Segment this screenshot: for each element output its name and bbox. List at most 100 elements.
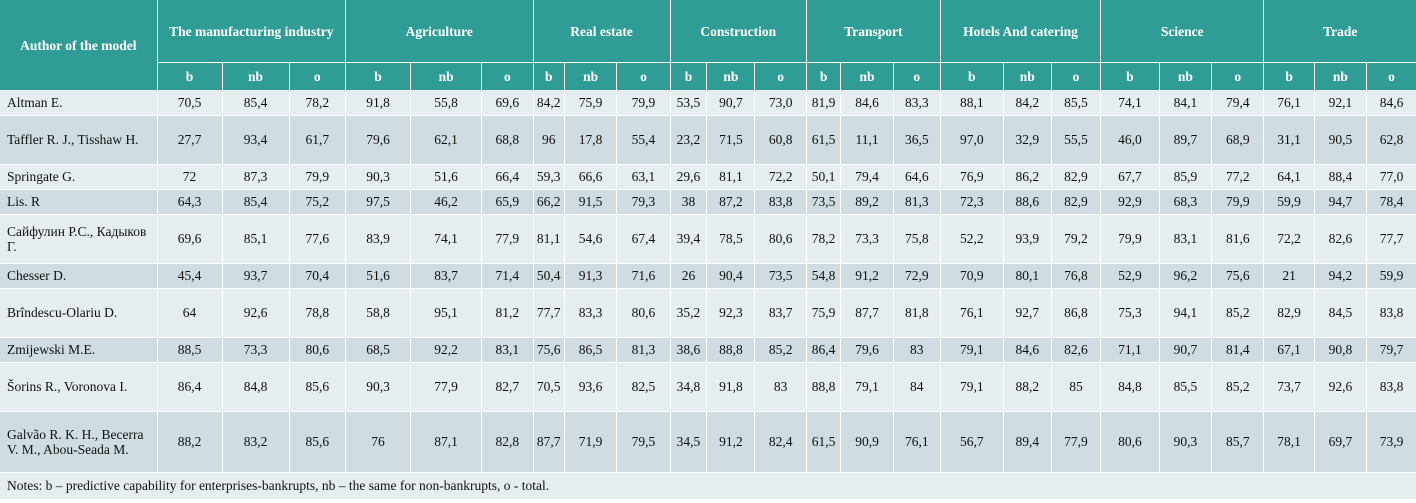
subheader-o: o <box>754 62 807 90</box>
subheader-b: b <box>157 62 223 90</box>
value-cell: 85,9 <box>1159 164 1213 190</box>
value-cell: 76,1 <box>893 411 941 473</box>
subheader-b: b <box>345 62 411 90</box>
value-cell: 82,9 <box>1263 288 1315 338</box>
value-cell: 70,9 <box>940 263 1004 289</box>
value-cell: 92,6 <box>222 288 290 338</box>
value-cell: 93,4 <box>222 115 290 165</box>
notes-row: Notes: b – predictive capability for ent… <box>0 472 1416 499</box>
table-row: Lis. R 64,3 85,4 75,2 97,5 46,2 65,9 66,2 91,5 79… <box>0 189 1416 215</box>
value-cell: 92,7 <box>1003 288 1052 338</box>
table-row: Brîndescu-Olariu D. 64 92,6 78,8 58,8 95,1 81,… <box>0 288 1416 338</box>
value-cell: 11,1 <box>840 115 894 165</box>
value-cell: 83,1 <box>481 337 534 363</box>
value-cell: 79,9 <box>1211 189 1265 215</box>
value-cell: 86,5 <box>564 337 618 363</box>
table-row: Chesser D. 45,4 93,7 70,4 51,6 83,7 71,4 50,4 91… <box>0 263 1416 289</box>
value-cell: 65,9 <box>481 189 534 215</box>
value-cell: 78,5 <box>706 214 756 264</box>
value-cell: 86,4 <box>806 337 842 363</box>
subheader-b: b <box>940 62 1004 90</box>
subheader-nb: nb <box>1003 62 1052 90</box>
sector-header: Hotels And catering <box>940 0 1102 63</box>
value-cell: 70,4 <box>289 263 347 289</box>
value-cell: 77,2 <box>1211 164 1265 190</box>
value-cell: 89,2 <box>840 189 894 215</box>
value-cell: 86,8 <box>1051 288 1102 338</box>
value-cell: 54,8 <box>806 263 842 289</box>
value-cell: 72,9 <box>893 263 941 289</box>
value-cell: 80,6 <box>1100 411 1160 473</box>
value-cell: 39,4 <box>670 214 708 264</box>
value-cell: 54,6 <box>564 214 618 264</box>
value-cell: 81,1 <box>706 164 756 190</box>
author-cell: Taffler R. J., Tisshaw H. <box>0 115 158 165</box>
value-cell: 45,4 <box>157 263 223 289</box>
value-cell: 73,9 <box>1366 411 1416 473</box>
value-cell: 73,5 <box>806 189 842 215</box>
value-cell: 85,5 <box>1159 362 1213 412</box>
value-cell: 69,6 <box>481 90 534 116</box>
value-cell: 68,8 <box>481 115 534 165</box>
value-cell: 81,6 <box>1211 214 1265 264</box>
value-cell: 75,6 <box>533 337 565 363</box>
table-notes: Notes: b – predictive capability for ent… <box>0 472 1416 499</box>
value-cell: 60,8 <box>754 115 807 165</box>
value-cell: 88,2 <box>157 411 223 473</box>
value-cell: 32,9 <box>1003 115 1052 165</box>
value-cell: 83,3 <box>893 90 941 116</box>
value-cell: 82,6 <box>1314 214 1368 264</box>
value-cell: 81,8 <box>893 288 941 338</box>
value-cell: 29,6 <box>670 164 708 190</box>
value-cell: 69,7 <box>1314 411 1368 473</box>
author-cell: Сайфулин Р.С., Кадыков Г. <box>0 214 158 264</box>
value-cell: 90,5 <box>1314 115 1368 165</box>
value-cell: 31,1 <box>1263 115 1315 165</box>
value-cell: 95,1 <box>410 288 483 338</box>
value-cell: 81,3 <box>893 189 941 215</box>
value-cell: 50,4 <box>533 263 565 289</box>
value-cell: 68,5 <box>345 337 411 363</box>
value-cell: 82,4 <box>754 411 807 473</box>
value-cell: 86,4 <box>157 362 223 412</box>
value-cell: 78,2 <box>289 90 347 116</box>
value-cell: 79,9 <box>289 164 347 190</box>
value-cell: 84,6 <box>840 90 894 116</box>
value-cell: 90,4 <box>706 263 756 289</box>
subheader-nb: nb <box>410 62 483 90</box>
author-header: Author of the model <box>0 0 158 90</box>
subheader-nb: nb <box>564 62 618 90</box>
value-cell: 73,0 <box>754 90 807 116</box>
value-cell: 74,1 <box>410 214 483 264</box>
value-cell: 96 <box>533 115 565 165</box>
value-cell: 88,1 <box>940 90 1004 116</box>
value-cell: 75,8 <box>893 214 941 264</box>
value-cell: 17,8 <box>564 115 618 165</box>
table-row: Zmijewski M.E. 88,5 73,3 80,6 68,5 92,2 83,1 75… <box>0 337 1416 363</box>
value-cell: 92,1 <box>1314 90 1368 116</box>
subheader-b: b <box>806 62 842 90</box>
value-cell: 90,7 <box>706 90 756 116</box>
value-cell: 84,1 <box>1159 90 1213 116</box>
value-cell: 64 <box>157 288 223 338</box>
value-cell: 53,5 <box>670 90 708 116</box>
table-body: Altman E. 70,5 85,4 78,2 91,8 55,8 69,6 84,2 75,… <box>0 90 1416 473</box>
value-cell: 76,1 <box>1263 90 1315 116</box>
value-cell: 90,9 <box>840 411 894 473</box>
value-cell: 88,5 <box>157 337 223 363</box>
value-cell: 81,1 <box>533 214 565 264</box>
value-cell: 87,7 <box>840 288 894 338</box>
value-cell: 84 <box>893 362 941 412</box>
value-cell: 79,9 <box>1100 214 1160 264</box>
value-cell: 79,7 <box>1366 337 1416 363</box>
sector-header: The manufacturing industry <box>157 0 347 63</box>
value-cell: 79,4 <box>1211 90 1265 116</box>
subheader-nb: nb <box>1314 62 1368 90</box>
value-cell: 85,6 <box>289 411 347 473</box>
value-cell: 85,6 <box>289 362 347 412</box>
subheader-o: o <box>893 62 941 90</box>
value-cell: 27,7 <box>157 115 223 165</box>
value-cell: 82,9 <box>1051 164 1102 190</box>
value-cell: 59,3 <box>533 164 565 190</box>
value-cell: 75,9 <box>806 288 842 338</box>
